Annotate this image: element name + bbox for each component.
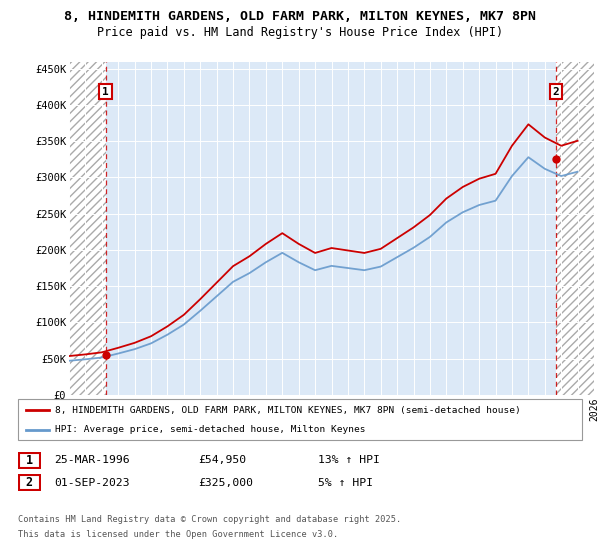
Text: 25-MAR-1996: 25-MAR-1996 (54, 455, 130, 465)
Text: 1: 1 (26, 454, 33, 467)
Text: This data is licensed under the Open Government Licence v3.0.: This data is licensed under the Open Gov… (18, 530, 338, 539)
Text: Contains HM Land Registry data © Crown copyright and database right 2025.: Contains HM Land Registry data © Crown c… (18, 515, 401, 524)
Bar (556, 62, 594, 395)
Text: £325,000: £325,000 (198, 478, 253, 488)
Text: HPI: Average price, semi-detached house, Milton Keynes: HPI: Average price, semi-detached house,… (55, 425, 365, 434)
Text: 2: 2 (553, 87, 559, 96)
Text: 8, HINDEMITH GARDENS, OLD FARM PARK, MILTON KEYNES, MK7 8PN: 8, HINDEMITH GARDENS, OLD FARM PARK, MIL… (64, 10, 536, 23)
Text: Price paid vs. HM Land Registry's House Price Index (HPI): Price paid vs. HM Land Registry's House … (97, 26, 503, 39)
Bar (69, 62, 106, 395)
Text: 01-SEP-2023: 01-SEP-2023 (54, 478, 130, 488)
Text: 2: 2 (26, 476, 33, 489)
Text: £54,950: £54,950 (198, 455, 246, 465)
Text: 1: 1 (102, 87, 109, 96)
Text: 8, HINDEMITH GARDENS, OLD FARM PARK, MILTON KEYNES, MK7 8PN (semi-detached house: 8, HINDEMITH GARDENS, OLD FARM PARK, MIL… (55, 405, 520, 414)
Text: 5% ↑ HPI: 5% ↑ HPI (318, 478, 373, 488)
Text: 13% ↑ HPI: 13% ↑ HPI (318, 455, 380, 465)
